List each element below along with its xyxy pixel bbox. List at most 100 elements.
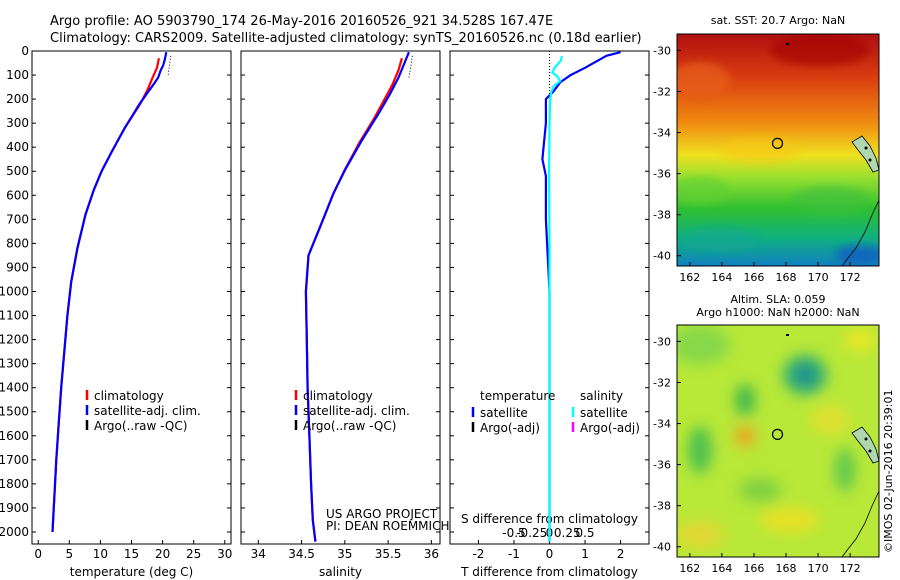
legend-label: climatology	[303, 389, 373, 403]
map-x-tick-label: 168	[776, 271, 797, 284]
legend-label: Argo(..raw -QC)	[303, 419, 396, 433]
sst-map-frame	[676, 33, 880, 267]
y-tick-label: 500	[6, 164, 29, 178]
map-y-tick-label: -32	[653, 376, 671, 389]
y-tick-label: 900	[6, 260, 29, 274]
map-x-tick-label: 172	[840, 271, 861, 284]
salinity-panel: 34 34.5 35 35.5 36 salinity climatologysatelli…	[240, 50, 441, 579]
map-y-tick-label: -38	[653, 500, 671, 513]
y-tick-label: 100	[6, 68, 29, 82]
y-tick-label: 1000	[0, 284, 29, 298]
y-tick-label: 1400	[0, 381, 29, 395]
legend-label: Argo(-adj)	[480, 421, 540, 435]
x-tick-label: -2	[472, 547, 484, 561]
y-tick-label: 0	[21, 44, 29, 58]
map-y-tick-label: -36	[653, 459, 671, 472]
series-line-1	[51, 51, 168, 533]
y-tick-label: 1700	[0, 453, 29, 467]
y-tick-label: 800	[6, 236, 29, 250]
series-line-1	[304, 51, 410, 542]
legend-label: climatology	[94, 389, 164, 403]
salinity-plot-frame	[240, 50, 441, 545]
legend-label: satellite-adj. clim.	[303, 404, 410, 418]
x-tick-label: 1	[581, 547, 589, 561]
map-y-tick-label: -40	[653, 250, 671, 263]
x-axis-label: temperature (deg C)	[70, 565, 193, 579]
map-y-tick-label: -32	[653, 85, 671, 98]
x-tick-label: 34	[251, 547, 266, 561]
pi-credit: PI: DEAN ROEMMICH	[326, 519, 449, 533]
x-top-tick-label: -0.25	[516, 526, 547, 540]
x-top-tick-label: -0.5	[502, 526, 525, 540]
x-tick-label: 15	[124, 547, 139, 561]
sla-map-title-2: Argo h1000: NaN h2000: NaN	[696, 306, 859, 319]
sla-map-frame	[676, 324, 880, 558]
legend-label: Argo(-adj)	[580, 421, 640, 435]
x-top-tick-label: 0.5	[575, 526, 594, 540]
x-tick-label: -1	[508, 547, 520, 561]
x-tick-label: 35	[337, 547, 352, 561]
sst-map-title: sat. SST: 20.7 Argo: NaN	[711, 14, 845, 27]
y-tick-label: 2000	[0, 525, 29, 539]
y-tick-label: 1800	[0, 477, 29, 491]
map-y-tick-label: -34	[653, 127, 671, 140]
title-line1: Argo profile: AO 5903790_174 26-May-2016…	[50, 14, 553, 29]
map-y-tick-label: -30	[653, 44, 671, 57]
y-tick-label: 300	[6, 116, 29, 130]
x-tick-label: 25	[186, 547, 201, 561]
sla-map-panel: Altim. SLA: 0.059 Argo h1000: NaN h2000:…	[653, 293, 880, 575]
map-y-tick-label: -38	[653, 209, 671, 222]
y-tick-label: 1300	[0, 357, 29, 371]
legend-label: satellite-adj. clim.	[94, 404, 201, 418]
difference-panel: -2 -1 0 1 2-0.5-0.250 0.250.5S difference fro…	[449, 50, 650, 579]
x-tick-label: 20	[155, 547, 170, 561]
legend-label: satellite	[580, 406, 628, 420]
timestamp-credit: ©IMOS 02-Jun-2016 20:39:01	[882, 389, 895, 553]
x-tick-label: 35.5	[375, 547, 402, 561]
project-credit: US ARGO PROJECT	[326, 507, 438, 521]
x-axis-label: T difference from climatology	[460, 565, 638, 579]
series-line-0	[541, 51, 621, 542]
map-x-tick-label: 170	[808, 271, 829, 284]
map-y-tick-label: -34	[653, 418, 671, 431]
x-tick-label: 34.5	[288, 547, 315, 561]
series-line-2	[167, 55, 172, 76]
map-y-tick-label: -36	[653, 168, 671, 181]
series-line-0	[304, 57, 403, 542]
map-y-tick-label: -40	[653, 541, 671, 554]
temperature-plot-frame	[31, 50, 232, 545]
title-line2: Climatology: CARS2009. Satellite-adjuste…	[50, 31, 642, 46]
legend-label: Argo(..raw -QC)	[94, 419, 187, 433]
map-x-tick-label: 170	[808, 562, 829, 575]
x-tick-label: 0	[546, 547, 554, 561]
map-x-tick-label: 166	[743, 271, 764, 284]
argo-location-marker	[771, 428, 784, 440]
x-tick-label: 10	[93, 547, 108, 561]
x-top-tick-label: 0.25	[554, 526, 581, 540]
y-tick-label: 1500	[0, 405, 29, 419]
x-tick-label: 5	[65, 547, 73, 561]
y-tick-label: 1900	[0, 501, 29, 515]
series-line-1	[547, 55, 563, 542]
legend-label: satellite	[480, 406, 528, 420]
y-tick-label: 1200	[0, 333, 29, 347]
sst-map-panel: sat. SST: 20.7 Argo: NaN 162 164 166 168 170…	[653, 14, 880, 284]
y-tick-label: 1600	[0, 429, 29, 443]
sla-map-title-1: Altim. SLA: 0.059	[730, 293, 825, 306]
map-x-tick-label: 168	[776, 562, 797, 575]
legend-group-title: salinity	[580, 389, 623, 403]
y-tick-label: 1100	[0, 309, 29, 323]
y-tick-label: 700	[6, 212, 29, 226]
map-x-tick-label: 164	[711, 562, 732, 575]
map-y-tick-label: -30	[653, 335, 671, 348]
y-tick-label: 200	[6, 92, 29, 106]
temperature-panel: 0 5 10 15 20 25 300100200300400500600700800900…	[0, 44, 232, 579]
series-line-0	[51, 57, 160, 533]
sla-field	[677, 325, 879, 557]
map-x-tick-label: 172	[840, 562, 861, 575]
x-axis-label: salinity	[319, 565, 362, 579]
y-tick-label: 600	[6, 188, 29, 202]
series-line-2	[408, 55, 413, 78]
sst-field	[677, 34, 879, 266]
